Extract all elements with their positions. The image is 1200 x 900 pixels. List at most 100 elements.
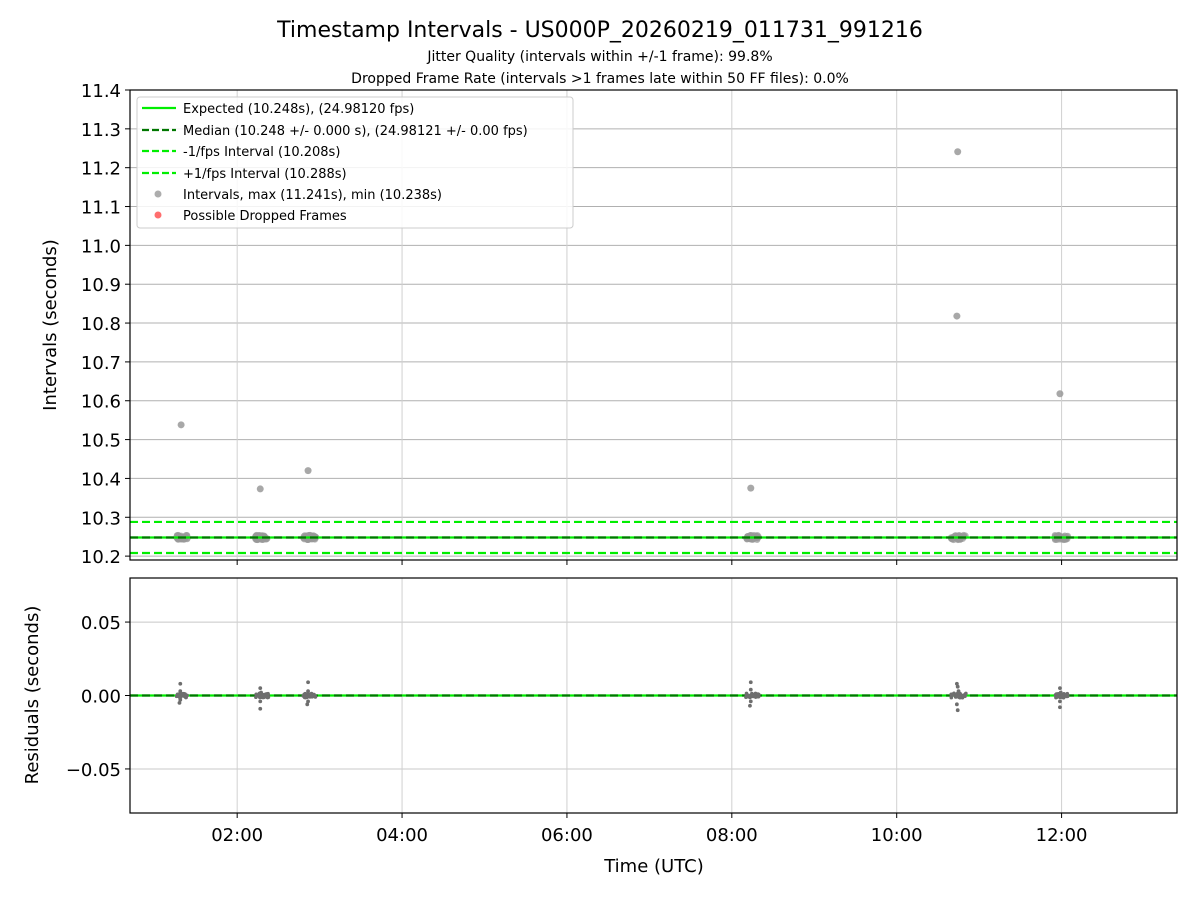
residual-outlier-point	[748, 680, 753, 685]
residual-outlier-point	[177, 700, 182, 705]
legend-plus-fps-label: +1/fps Interval (10.288s)	[183, 167, 347, 182]
interval-outlier-point	[954, 148, 962, 156]
intervals-x-ticks	[236, 560, 1063, 565]
intervals-reference-lines	[130, 520, 1177, 555]
residual-outlier-point	[178, 681, 183, 686]
legend-minus-fps-label: -1/fps Interval (10.208s)	[183, 145, 340, 160]
intervals-y-tick-label: 11.0	[81, 236, 121, 257]
residual-outlier-point	[259, 690, 263, 695]
residual-outlier-point	[178, 689, 183, 693]
legend-dropped-frames-marker	[154, 211, 162, 219]
interval-outlier-point	[177, 421, 185, 429]
residual-outlier-point	[955, 708, 960, 713]
residual-outlier-point	[955, 684, 960, 689]
residuals-panel: −0.05 0.00 0.05 02:00 04:00 06:00 08:00 10:00 1…	[22, 577, 1178, 877]
residual-point	[963, 694, 967, 699]
interval-outlier-point	[1056, 390, 1064, 398]
residual-point	[956, 694, 961, 699]
residual-outlier-point	[954, 681, 959, 686]
intervals-y-tick-label: 10.4	[81, 469, 121, 490]
intervals-panel: 10.2 10.3 10.4 10.5 10.6 10.7 10.8 10.9 11.0 11.1…	[40, 81, 1178, 568]
intervals-y-tick-label: 11.2	[81, 159, 121, 180]
residual-outlier-point	[306, 689, 310, 693]
chart-title: Timestamp Intervals - US000P_20260219_01…	[276, 18, 923, 43]
residual-outlier-point	[305, 702, 310, 707]
residuals-y-axis-label: Residuals (seconds)	[22, 606, 43, 785]
intervals-grid	[130, 89, 1177, 560]
residual-outlier-point	[1058, 699, 1062, 704]
residuals-series	[174, 680, 1070, 713]
time-x-tick-label: 08:00	[706, 825, 758, 846]
intervals-y-tick-label: 10.2	[81, 547, 121, 568]
time-axis-label: Time (UTC)	[603, 856, 704, 877]
residual-outlier-point	[258, 706, 263, 711]
interval-outlier-point	[256, 485, 264, 493]
residual-outlier-point	[178, 698, 183, 702]
residual-outlier-point	[748, 703, 752, 708]
intervals-y-tick-label: 10.3	[81, 508, 121, 529]
intervals-y-tick-label: 11.4	[81, 81, 121, 102]
residual-point	[254, 692, 258, 697]
residual-point	[259, 694, 263, 698]
residual-point	[302, 692, 306, 697]
intervals-y-tick-label: 11.1	[81, 198, 121, 219]
residual-outlier-point	[306, 699, 310, 704]
residual-point	[747, 693, 752, 698]
residual-point	[1060, 694, 1065, 699]
legend-frame	[136, 96, 574, 229]
residual-point	[951, 692, 955, 697]
residual-point	[264, 692, 269, 696]
residual-point	[744, 694, 749, 699]
residual-outlier-point	[1058, 686, 1062, 691]
intervals-series	[173, 148, 1072, 544]
time-x-tick-label: 02:00	[211, 825, 263, 846]
intervals-y-tick-label: 10.8	[81, 314, 121, 335]
residual-outlier-point	[748, 687, 753, 692]
time-x-tick-label: 06:00	[541, 825, 593, 846]
intervals-plot-frame	[129, 89, 1178, 561]
legend-intervals-label: Intervals, max (11.241s), min (10.238s)	[183, 188, 442, 203]
intervals-y-tick-label: 10.5	[81, 431, 121, 452]
residual-point	[313, 695, 318, 699]
legend-dropped-frames-label: Possible Dropped Frames	[183, 209, 347, 224]
residual-point	[310, 693, 314, 697]
residual-point	[304, 695, 309, 700]
interval-outlier-point	[747, 484, 755, 492]
legend: Expected (10.248s), (24.98120 fps) Media…	[136, 96, 574, 229]
residual-point	[179, 695, 183, 699]
intervals-y-tick-label: 11.3	[81, 120, 121, 141]
dropped-frame-rate-subtitle: Dropped Frame Rate (intervals >1 frames …	[351, 71, 849, 87]
intervals-y-tick-label: 10.9	[81, 275, 121, 296]
residual-outlier-point	[258, 686, 263, 691]
interval-outlier-point	[953, 312, 961, 320]
residual-outlier-point	[1058, 705, 1062, 710]
residual-outlier-point	[954, 702, 959, 707]
residual-point	[263, 694, 267, 699]
residual-point	[1065, 691, 1070, 696]
residual-point	[180, 692, 184, 696]
legend-expected-label: Expected (10.248s), (24.98120 fps)	[183, 102, 414, 117]
residual-point	[265, 695, 270, 700]
residual-outlier-point	[1058, 690, 1063, 695]
time-x-tick-label: 12:00	[1036, 825, 1088, 846]
intervals-y-tick-label: 10.6	[81, 392, 121, 413]
residuals-y-tick-label: −0.05	[66, 760, 121, 781]
time-x-tick-label: 04:00	[376, 825, 428, 846]
residual-point	[254, 695, 258, 700]
residual-outlier-point	[956, 689, 961, 693]
residual-point	[1055, 692, 1060, 696]
residual-point	[1054, 695, 1059, 700]
residuals-x-ticks: 02:00 04:00 06:00 08:00 10:00 12:00	[211, 813, 1088, 846]
residual-outlier-point	[748, 699, 753, 704]
jitter-quality-subtitle: Jitter Quality (intervals within +/-1 fr…	[426, 49, 772, 65]
interval-outlier-point	[304, 467, 312, 475]
residuals-y-tick-label: 0.00	[81, 687, 121, 708]
residuals-y-ticks: −0.05 0.00 0.05	[66, 613, 130, 781]
residual-outlier-point	[258, 699, 263, 704]
intervals-y-tick-label: 10.7	[81, 353, 121, 374]
legend-intervals-marker	[154, 190, 162, 198]
legend-median-label: Median (10.248 +/- 0.000 s), (24.98121 +…	[183, 124, 528, 139]
residuals-y-tick-label: 0.05	[81, 613, 121, 634]
intervals-y-ticks: 10.2 10.3 10.4 10.5 10.6 10.7 10.8 10.9 11.0 11.1…	[81, 81, 130, 568]
